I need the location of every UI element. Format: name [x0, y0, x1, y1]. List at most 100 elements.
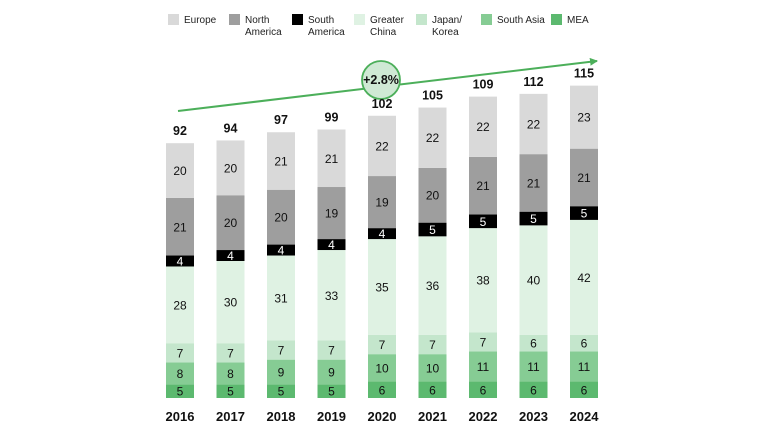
- segment-value-label: 31: [274, 291, 288, 305]
- segment-value-label: 22: [426, 131, 440, 145]
- bar-segment: [267, 244, 295, 256]
- segment-value-label: 19: [375, 196, 389, 210]
- segment-value-label: 7: [177, 346, 184, 360]
- bar-segment: [368, 354, 396, 382]
- bar-segment: [216, 362, 245, 385]
- legend-item: Japan/Korea: [416, 14, 462, 38]
- total-value-label: 115: [574, 67, 594, 81]
- segment-value-label: 4: [177, 255, 184, 269]
- segment-value-label: 20: [173, 164, 187, 178]
- bar-segment: [418, 222, 447, 237]
- segment-value-label: 20: [224, 216, 238, 230]
- legend-label: America: [245, 27, 282, 38]
- total-value-label: 109: [473, 78, 494, 92]
- bar-segment: [166, 255, 194, 267]
- bar-segment: [519, 334, 548, 352]
- segment-value-label: 11: [578, 360, 591, 374]
- bar-segment: [570, 148, 598, 207]
- bar-segment: [317, 384, 346, 398]
- segment-value-label: 5: [278, 385, 285, 399]
- bar-segment: [519, 225, 548, 335]
- segment-value-label: 6: [530, 337, 537, 351]
- segment-value-label: 21: [274, 154, 288, 168]
- bar-stack: 5 8 7 30 4 20 20: [216, 140, 245, 399]
- x-tick-label: 2024: [570, 409, 600, 424]
- segment-value-label: 9: [278, 365, 285, 379]
- bar-segment: [317, 187, 346, 240]
- total-value-label: 97: [274, 113, 288, 127]
- bar-segment: [216, 261, 245, 344]
- segment-value-label: 9: [328, 365, 335, 379]
- bar-segment: [368, 334, 396, 355]
- bar-segment: [469, 381, 497, 398]
- bar-segment: [418, 107, 447, 168]
- segment-value-label: 6: [429, 383, 436, 397]
- total-value-label: 102: [372, 97, 393, 111]
- segment-value-label: 7: [379, 338, 386, 352]
- bar-stack: 6 11 6 40 5 21 22: [519, 93, 548, 398]
- segment-value-label: 5: [581, 207, 588, 221]
- bar-segment: [216, 250, 245, 261]
- x-tick-label: 2019: [317, 409, 346, 424]
- segment-value-label: 30: [224, 296, 238, 310]
- legend-swatch: [229, 14, 240, 25]
- bar-segment: [519, 351, 548, 382]
- segment-value-label: 7: [480, 335, 487, 349]
- bar-stack: 5 9 7 31 4 20 21: [267, 132, 295, 399]
- bar-segment: [519, 93, 548, 155]
- bar-segment: [368, 239, 396, 335]
- bar-segment: [267, 384, 295, 398]
- bar-segment: [216, 384, 245, 398]
- bar-segment: [519, 154, 548, 212]
- bar-segment: [570, 219, 598, 335]
- segment-value-label: 4: [379, 227, 386, 241]
- x-tick-label: 2016: [166, 409, 195, 424]
- bar-segment: [469, 96, 497, 157]
- segment-value-label: 40: [527, 274, 541, 288]
- legend-label: South: [308, 15, 334, 26]
- bar-segment: [317, 129, 346, 188]
- bar-segment: [519, 381, 548, 398]
- total-value-label: 112: [523, 75, 543, 89]
- legend-item: Europe: [168, 14, 217, 26]
- segment-value-label: 7: [227, 346, 234, 360]
- bar-segment: [166, 143, 194, 198]
- bar-segment: [216, 195, 245, 251]
- bar-stack: 6 11 6 42 5 21 23: [570, 85, 598, 398]
- bar-segment: [368, 381, 396, 398]
- x-tick-label: 2017: [216, 409, 245, 424]
- segment-value-label: 6: [581, 337, 588, 351]
- bar-stack: 6 10 7 36 5 20 22: [418, 107, 447, 398]
- segment-value-label: 8: [177, 367, 184, 381]
- bar-segment: [317, 239, 346, 251]
- segment-value-label: 8: [227, 367, 234, 381]
- bar-stack: 5 8 7 28 4 21 20: [166, 143, 194, 399]
- total-value-label: 92: [173, 124, 187, 138]
- segment-value-label: 4: [278, 244, 285, 258]
- x-axis-labels: 2016 2017 2018 2019 2020 2021 2022 2023 2024: [166, 409, 600, 424]
- total-value-label: 94: [224, 121, 238, 135]
- bar-segment: [216, 140, 245, 196]
- bar-segment: [267, 255, 295, 341]
- legend-label: Japan/: [432, 15, 462, 26]
- segment-value-label: 22: [527, 118, 541, 132]
- segment-value-label: 28: [173, 298, 187, 312]
- bar-segment: [267, 132, 295, 190]
- bar-segment: [519, 211, 548, 226]
- bar-segment: [166, 384, 194, 398]
- legend-item: South Asia: [481, 14, 545, 26]
- segment-value-label: 20: [426, 189, 440, 203]
- bar-stack: 5 9 7 33 4 19 21: [317, 129, 346, 399]
- bar-segment: [317, 340, 346, 360]
- segment-value-label: 5: [429, 223, 436, 237]
- bar-segment: [368, 228, 396, 240]
- segment-value-label: 5: [177, 385, 184, 399]
- bar-segment: [267, 189, 295, 245]
- bar-segment: [469, 351, 497, 382]
- total-value-label: 99: [325, 110, 339, 124]
- bar-segment: [418, 167, 447, 223]
- segment-value-label: 10: [375, 361, 389, 375]
- total-labels: 92 94 97 99 102 105 109 112 115: [173, 67, 594, 139]
